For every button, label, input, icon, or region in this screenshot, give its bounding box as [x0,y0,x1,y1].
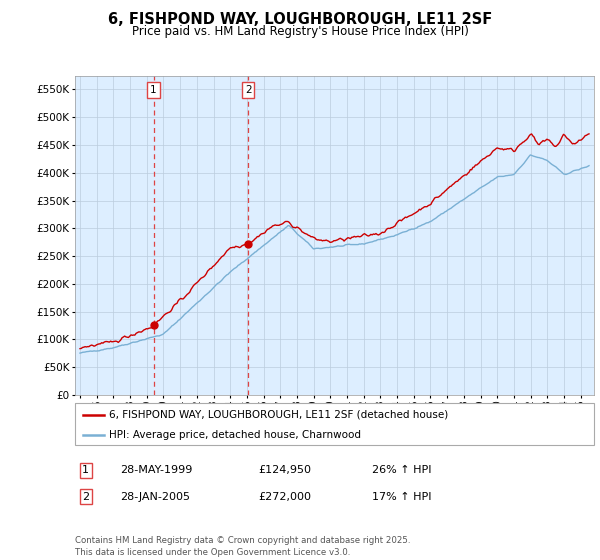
Text: 1: 1 [82,465,89,475]
Text: 1: 1 [150,85,157,95]
Text: £124,950: £124,950 [258,465,311,475]
Text: 26% ↑ HPI: 26% ↑ HPI [372,465,431,475]
Text: 6, FISHPOND WAY, LOUGHBOROUGH, LE11 2SF (detached house): 6, FISHPOND WAY, LOUGHBOROUGH, LE11 2SF … [109,409,448,419]
Text: 28-MAY-1999: 28-MAY-1999 [120,465,193,475]
Text: £272,000: £272,000 [258,492,311,502]
Text: 17% ↑ HPI: 17% ↑ HPI [372,492,431,502]
Text: Price paid vs. HM Land Registry's House Price Index (HPI): Price paid vs. HM Land Registry's House … [131,25,469,38]
Text: HPI: Average price, detached house, Charnwood: HPI: Average price, detached house, Char… [109,430,361,440]
Text: 28-JAN-2005: 28-JAN-2005 [120,492,190,502]
Text: 2: 2 [245,85,251,95]
Text: 2: 2 [82,492,89,502]
Text: 6, FISHPOND WAY, LOUGHBOROUGH, LE11 2SF: 6, FISHPOND WAY, LOUGHBOROUGH, LE11 2SF [108,12,492,27]
Text: Contains HM Land Registry data © Crown copyright and database right 2025.
This d: Contains HM Land Registry data © Crown c… [75,536,410,557]
FancyBboxPatch shape [75,403,594,445]
